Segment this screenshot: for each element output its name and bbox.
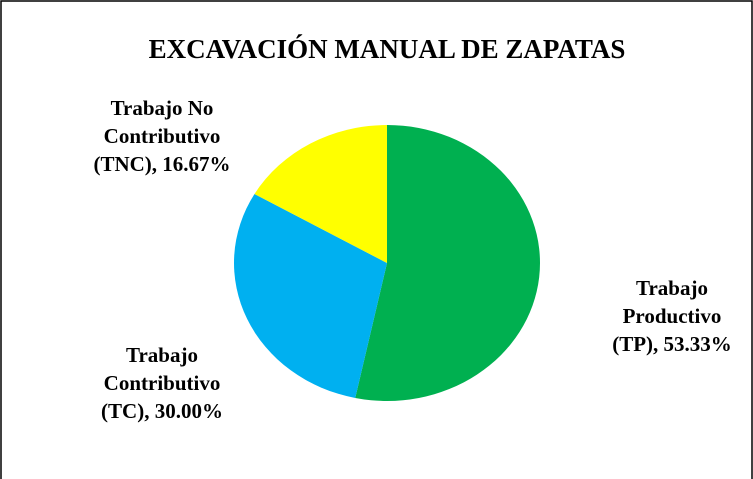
data-label: Trabajo (636, 276, 708, 300)
pie-slice (233, 194, 387, 398)
data-label: Contributivo (104, 371, 221, 395)
data-label: Trabajo (126, 343, 198, 367)
chart-title: EXCAVACIÓN MANUAL DE ZAPATAS (149, 34, 626, 64)
pie-slice (254, 125, 387, 263)
data-label: Trabajo No (111, 96, 214, 120)
data-label: Contributivo (104, 124, 221, 148)
data-label: (TNC), 16.67% (93, 152, 230, 176)
pie-slice (355, 125, 540, 401)
data-label: (TC), 30.00% (101, 399, 223, 423)
data-label: Productivo (623, 304, 722, 328)
data-label: (TP), 53.33% (612, 332, 732, 356)
